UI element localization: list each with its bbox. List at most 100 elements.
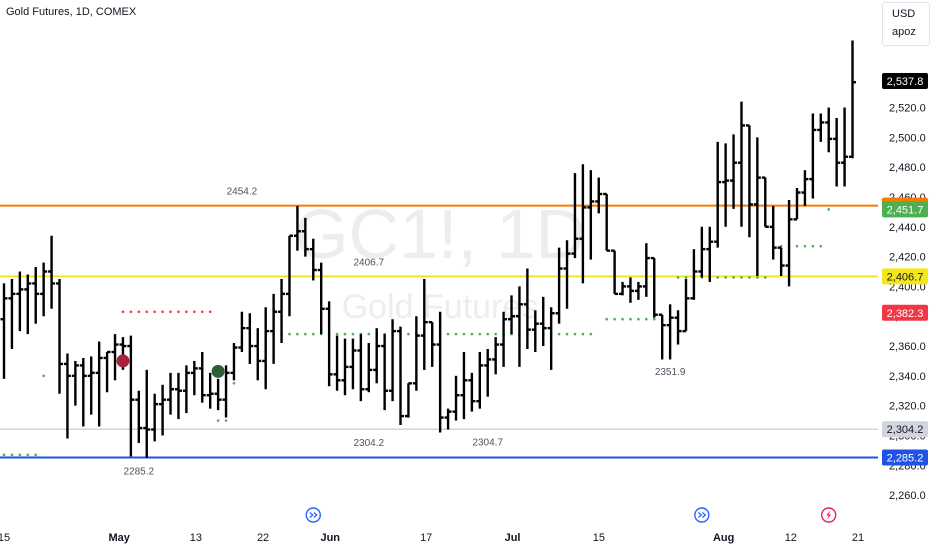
ohlc-bar xyxy=(103,350,111,393)
ohlc-bar xyxy=(214,378,222,411)
indicator-dot xyxy=(613,317,616,321)
indicator-dot xyxy=(208,310,212,314)
currency-label[interactable]: USD xyxy=(892,8,916,20)
ohlc-bar xyxy=(801,170,809,206)
ohlc-bar xyxy=(24,274,32,335)
price-tag-label: 2,537.8 xyxy=(887,76,924,88)
indicator-dot xyxy=(645,317,648,321)
indicator-dot xyxy=(740,276,743,279)
time-axis[interactable]: 15 May 13 22 Jun 17 Jul 15 Aug 12 21 xyxy=(0,532,864,544)
indicator-dot xyxy=(446,332,450,336)
event-icon-blue[interactable] xyxy=(305,507,321,523)
ohlc-bar xyxy=(412,316,420,391)
price-annotation: 2351.9 xyxy=(655,367,686,378)
currency-box[interactable]: USD apoz xyxy=(882,2,930,46)
ohlc-bar xyxy=(769,205,777,260)
indicator-dot xyxy=(565,332,569,336)
ohlc-bar xyxy=(547,307,555,370)
ohlc-bar xyxy=(809,113,817,199)
ohlc-bar xyxy=(476,351,484,409)
ohlc-bar xyxy=(293,205,301,251)
indicator-dot xyxy=(335,332,339,336)
indicator-dot xyxy=(200,310,204,314)
time-tick-label: Jun xyxy=(320,532,340,544)
indicator-dot xyxy=(732,276,735,279)
time-tick-label: 21 xyxy=(852,532,864,544)
indicator-dot xyxy=(486,332,490,336)
price-tick-label: 2,480.0 xyxy=(889,162,926,174)
indicator-dot xyxy=(819,244,823,248)
ohlc-bar xyxy=(563,240,571,309)
ohlc-bar xyxy=(71,360,79,406)
ohlc-bar xyxy=(833,117,841,187)
ohlc-bar xyxy=(531,310,539,352)
ohlc-bar xyxy=(690,249,698,300)
ohlc-bar xyxy=(373,328,381,384)
indicator-dot xyxy=(478,332,482,336)
indicator-dot xyxy=(10,453,14,457)
indicator-dot xyxy=(193,310,196,314)
ohlc-bar xyxy=(492,337,500,375)
price-tag-label: 2,382.3 xyxy=(887,308,924,320)
ohlc-bar xyxy=(254,328,262,381)
ohlc-bar xyxy=(309,238,317,281)
indicator-dot xyxy=(288,332,291,336)
indicator-dot xyxy=(177,310,180,314)
indicator-dot xyxy=(2,453,6,457)
time-tick-label: Jul xyxy=(505,532,521,544)
indicator-dot xyxy=(185,310,188,314)
ohlc-bar xyxy=(341,338,349,396)
ohlc-bar xyxy=(785,199,793,287)
price-tick-label: 2,260.0 xyxy=(889,490,926,502)
ohlc-bar xyxy=(753,137,761,276)
indicator-dot xyxy=(311,332,315,336)
indicator-dot xyxy=(652,317,656,321)
indicator-dot xyxy=(763,276,767,279)
indicator-dot xyxy=(748,276,751,279)
price-annotation: 2454.2 xyxy=(227,187,258,198)
indicator-dot xyxy=(224,419,228,422)
indicator-dot xyxy=(153,310,156,314)
ohlc-bar xyxy=(238,311,246,352)
ohlc-bar xyxy=(404,382,412,418)
indicator-dot xyxy=(605,317,608,321)
ohlc-bar xyxy=(452,375,460,421)
indicator-dot xyxy=(145,310,149,314)
ohlc-bar xyxy=(642,243,650,297)
price-annotation: 2304.2 xyxy=(353,438,384,449)
ohlc-bar xyxy=(48,235,56,309)
price-axis[interactable]: 2,260.02,280.02,300.02,320.02,340.02,360… xyxy=(889,73,926,502)
indicator-dot xyxy=(557,332,561,336)
indicator-dot xyxy=(621,317,624,321)
ohlc-bar xyxy=(79,357,87,427)
ohlc-bar xyxy=(333,335,341,391)
time-tick-label: 17 xyxy=(420,532,432,544)
ohlc-bar xyxy=(436,311,444,433)
ohlc-bar xyxy=(571,173,579,259)
price-bars xyxy=(0,40,857,458)
ohlc-bar xyxy=(761,176,769,228)
signal-marker-red xyxy=(116,354,130,368)
ohlc-bar xyxy=(650,256,658,318)
ohlc-bar xyxy=(515,286,523,367)
ohlc-bar xyxy=(56,278,64,394)
ohlc-bar xyxy=(63,353,71,439)
price-tag: 2,451.7 xyxy=(882,201,928,218)
price-tick-label: 2,500.0 xyxy=(889,132,926,144)
event-icon-glyph xyxy=(697,512,707,518)
event-icon-red[interactable] xyxy=(821,507,837,523)
price-tag-bg xyxy=(882,201,928,218)
event-icon-blue[interactable] xyxy=(694,507,710,523)
event-icons[interactable] xyxy=(305,507,837,523)
ohlc-bar xyxy=(849,40,857,159)
ohlc-bar xyxy=(777,246,785,276)
indicator-dot xyxy=(756,276,759,279)
ohlc-bar xyxy=(825,107,833,153)
ohlc-bar xyxy=(167,372,175,415)
price-tag-label: 2,406.7 xyxy=(887,271,924,283)
ohlc-bar xyxy=(127,335,135,457)
signal-marker-green xyxy=(211,364,225,378)
price-tick-label: 2,440.0 xyxy=(889,222,926,234)
